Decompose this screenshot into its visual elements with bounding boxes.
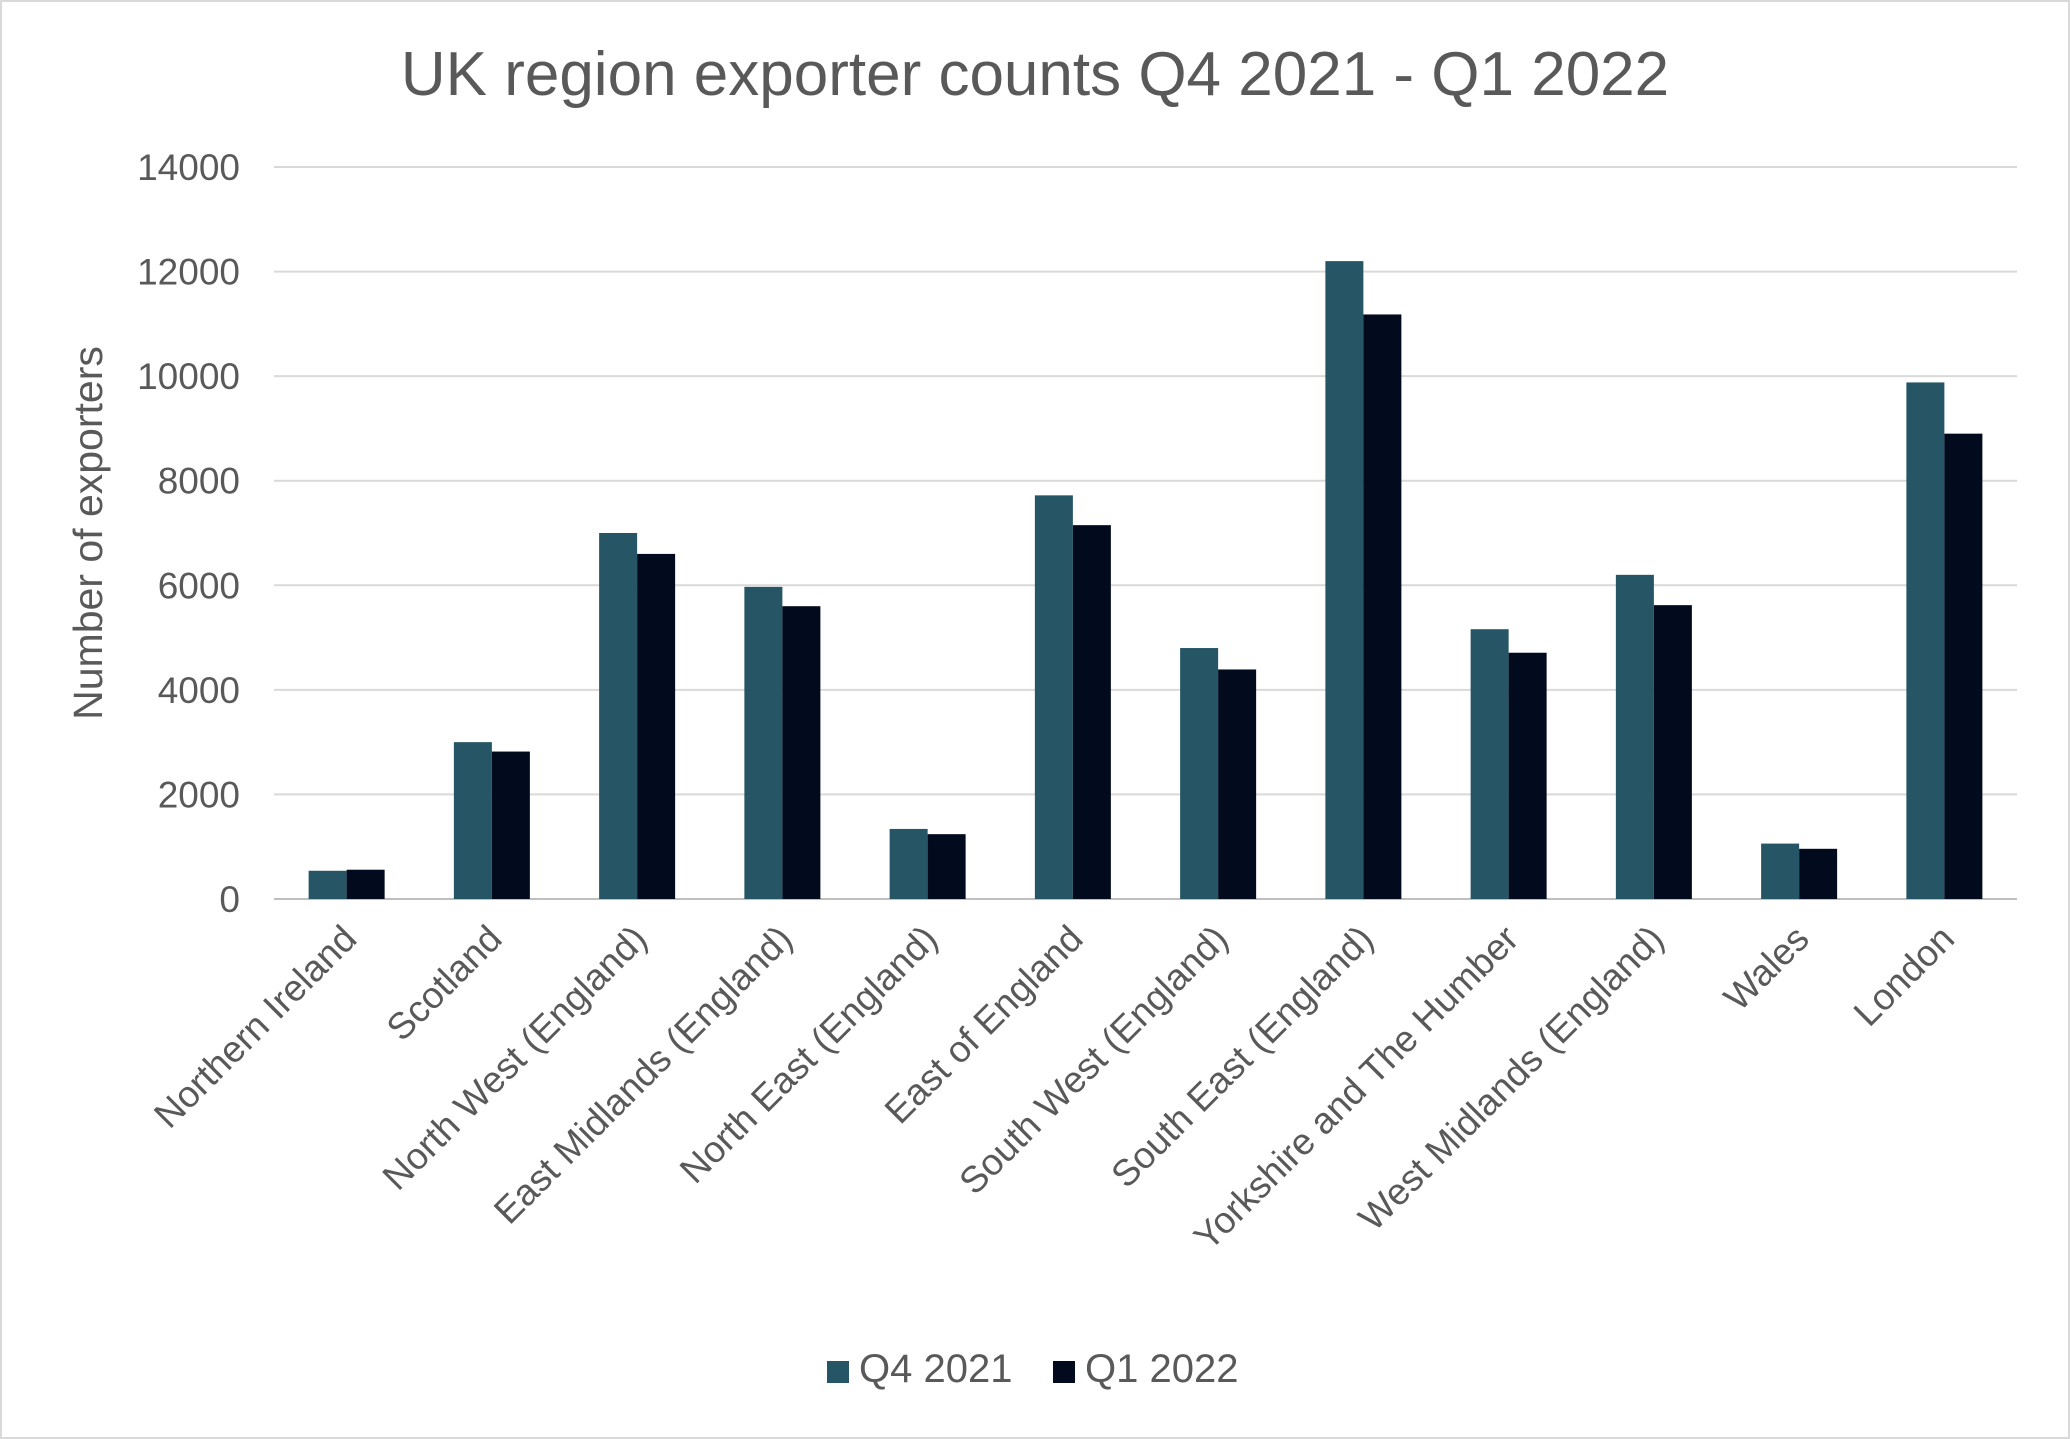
bar-q4-2021 [1761,843,1800,899]
legend-label: Q1 2022 [1085,1347,1238,1391]
y-tick-label: 4000 [158,670,240,711]
y-tick-label: 12000 [137,252,240,293]
bar-q1-2022 [1218,669,1257,899]
y-tick-label: 10000 [137,356,240,397]
y-tick-label: 14000 [137,147,240,188]
bar-q4-2021 [1906,382,1945,900]
bar-q1-2022 [1944,433,1983,899]
bar-q1-2022 [782,606,821,899]
x-category-label: East Midlands (England) [486,918,800,1232]
bar-q1-2022 [491,751,530,899]
x-category-label: North East (England) [672,918,945,1191]
x-category-label: South West (England) [951,918,1235,1202]
bar-q4-2021 [1034,495,1073,899]
bar-q4-2021 [1325,261,1364,900]
x-category-label: North West (England) [375,918,655,1198]
x-category-label: West Midlands (England) [1351,918,1672,1239]
legend-label: Q4 2021 [859,1347,1012,1391]
y-tick-label: 0 [219,879,240,920]
legend: Q4 2021 Q1 2022 [827,1347,1238,1391]
legend-swatch [1053,1361,1075,1383]
y-axis-ticks: 0 2000 4000 6000 8000 10000 12000 14000 [137,147,240,920]
y-tick-label: 2000 [158,774,240,815]
bar-q1-2022 [346,869,385,899]
x-category-label: Scotland [379,918,510,1049]
bar-q1-2022 [637,553,676,899]
legend-item-q4-2021: Q4 2021 [827,1347,1012,1391]
legend-item-q1-2022: Q1 2022 [1053,1347,1238,1391]
y-axis-title: Number of exporters [65,346,111,720]
x-category-label: South East (England) [1103,918,1381,1196]
gridlines [274,166,2017,900]
bar-q1-2022 [1072,525,1111,899]
bar-q4-2021 [1180,648,1219,899]
x-category-label: Wales [1716,918,1817,1019]
bar-q1-2022 [1363,314,1402,900]
bar-q4-2021 [1470,629,1509,899]
bar-q4-2021 [1615,574,1654,899]
bar-q1-2022 [927,834,966,899]
bar-q1-2022 [1653,605,1692,899]
y-tick-label: 8000 [158,461,240,502]
bars [308,261,1983,900]
bar-q1-2022 [1799,848,1838,899]
bar-q1-2022 [1508,652,1547,899]
legend-swatch [827,1361,849,1383]
bar-q4-2021 [308,870,347,899]
bar-q4-2021 [744,586,783,899]
bar-q4-2021 [453,742,492,899]
chart-title: UK region exporter counts Q4 2021 - Q1 2… [401,40,1669,109]
x-category-label: Northern Ireland [146,918,364,1136]
bar-q4-2021 [599,533,638,899]
bar-q4-2021 [889,828,928,899]
x-category-label: London [1846,918,1962,1034]
y-tick-label: 6000 [158,565,240,606]
